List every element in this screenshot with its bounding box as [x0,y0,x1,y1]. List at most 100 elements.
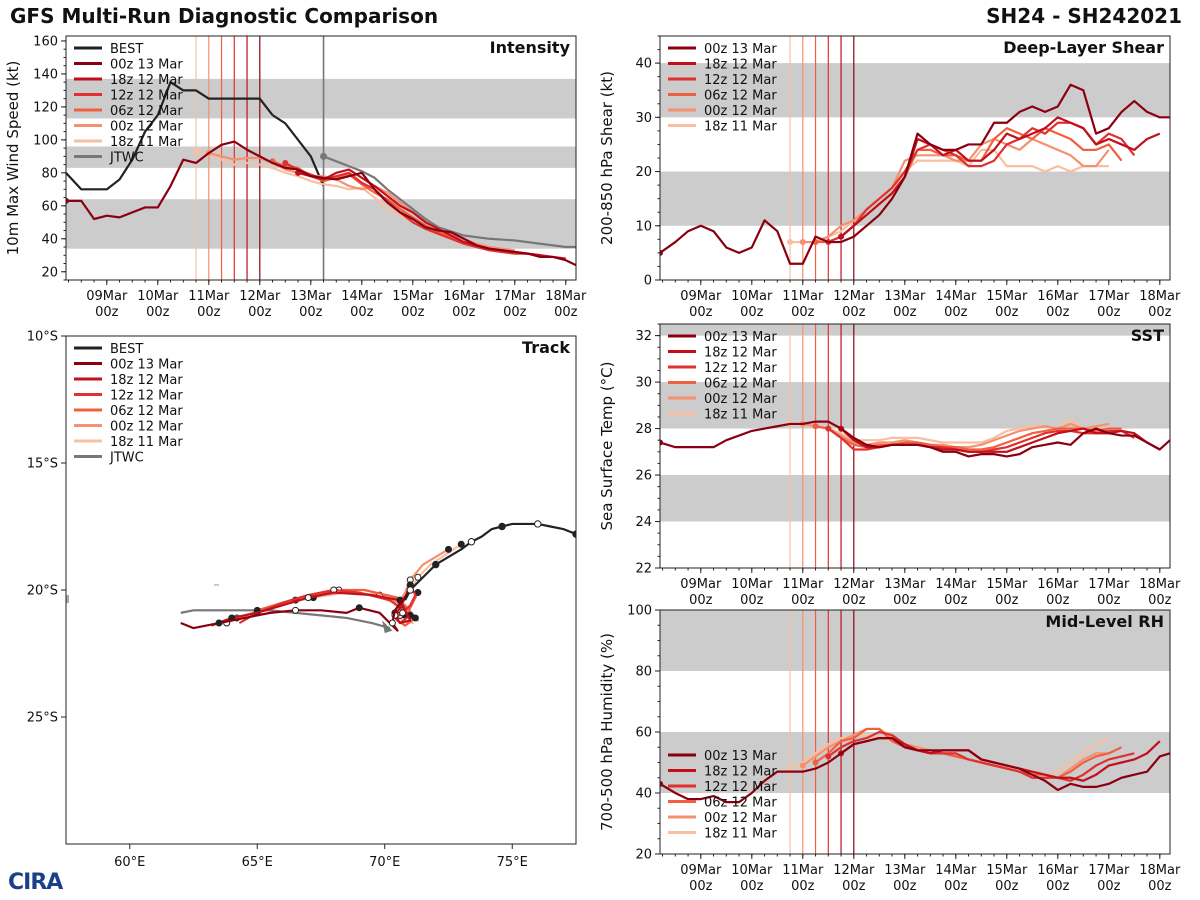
rh-legend-label: 18z 11 Mar [704,827,777,842]
rh-ytick-label: 20 [635,848,652,863]
intensity-ylabel: 10m Max Wind Speed (kt) [4,61,22,256]
track-point [292,606,299,614]
sst-xtick-label: 00z [995,593,1019,608]
intensity-run-start-point [193,148,200,155]
sst-xtick-label: 00z [740,593,764,608]
rh-xtick-label: 17Mar [1088,863,1130,878]
track-ytick-label: 20°S [27,584,58,599]
sst-xtick-label: 14Mar [935,577,977,592]
shear-xtick-label: 00z [1097,305,1121,320]
intensity-band-0 [66,199,576,249]
rh-legend-label: 00z 12 Mar [704,811,777,826]
rh-xtick-label: 15Mar [986,863,1028,878]
shear-xtick-label: 10Mar [731,289,773,304]
intensity-xtick-label: 00z [554,305,578,320]
track-legend-label: 00z 13 Mar [110,358,183,373]
track-point [355,604,363,612]
shear-xtick-label: 13Mar [884,289,926,304]
intensity-xtick-label: 11Mar [188,289,230,304]
island-mark [66,595,69,604]
track-point [414,573,422,581]
shear-xtick-label: 00z [842,305,866,320]
shear-xtick-label: 00z [791,305,815,320]
track-point [304,594,312,602]
sst-ytick-label: 28 [635,422,652,437]
intensity-legend-label: 00z 13 Mar [110,58,183,73]
rh-ytick-label: 60 [635,726,652,741]
shear-series-line [660,83,1170,265]
page-title: GFS Multi-Run Diagnostic Comparison [10,4,439,28]
sst-xtick-label: 11Mar [782,577,824,592]
sst-title: SST [1131,326,1164,345]
intensity-legend-label: 06z 12 Mar [110,104,183,119]
intensity-best-tail-line [271,114,325,187]
shear-xtick-label: 12Mar [833,289,875,304]
sst-xtick-label: 10Mar [731,577,773,592]
shear-legend-label: 00z 13 Mar [704,42,777,57]
sst-xtick-label: 00z [1097,593,1121,608]
rh-xtick-label: 00z [689,879,713,894]
rh-xtick-label: 12Mar [833,863,875,878]
rh-ytick-label: 80 [635,665,652,680]
intensity-xtick-label: 14Mar [341,289,383,304]
rh-xtick-label: 00z [995,879,1019,894]
intensity-xtick-label: 00z [95,305,119,320]
sst-run-start-point [825,425,832,432]
sst-ylabel: Sea Surface Temp (°C) [598,361,616,530]
rh-xtick-label: 10Mar [731,863,773,878]
rh-xtick-label: 09Mar [680,863,722,878]
rh-run-start-point [799,762,806,769]
rh-plot-area [660,610,1170,854]
track-legend-label: 18z 12 Mar [110,373,183,388]
track-best-point [467,538,476,546]
intensity-ytick-label: 20 [41,265,58,280]
sst-legend-label: 00z 12 Mar [704,392,777,407]
intensity-title: Intensity [490,38,571,57]
intensity-legend-label: JTWC [109,151,144,166]
intensity-ytick-label: 120 [33,100,58,115]
intensity-xtick-label: 13Mar [290,289,332,304]
intensity-xtick-label: 15Mar [392,289,434,304]
track-legend-label: 18z 11 Mar [110,435,183,450]
sst-band-1 [660,382,1170,429]
intensity-ytick-label: 140 [33,67,58,82]
sst-ytick-label: 26 [635,469,652,484]
shear-ytick-label: 20 [635,165,652,180]
panel-rh: 20 40 60 80 100 700-500 hPa Humidity (%) 09Mar… [598,604,1181,895]
intensity-run-start-point [282,159,289,166]
shear-legend-label: 06z 12 Mar [704,89,777,104]
track-point [388,619,396,627]
rh-xtick-label: 00z [842,879,866,894]
shear-ytick-label: 10 [635,219,652,234]
intensity-xtick-label: 12Mar [239,289,281,304]
rh-legend-label: 06z 12 Mar [704,796,777,811]
shear-xtick-label: 00z [740,305,764,320]
shear-xtick-label: 00z [1046,305,1070,320]
intensity-legend-label: 12z 12 Mar [110,89,183,104]
rh-xtick-label: 16Mar [1037,863,1079,878]
shear-run-start-point [799,239,806,246]
track-best-point [534,520,542,528]
track-ytick-label: 10°S [27,330,58,345]
shear-run-start-point [787,239,794,246]
rh-xtick-label: 14Mar [935,863,977,878]
track-point [215,619,223,627]
sst-band-0 [660,475,1170,522]
sst-xtick-label: 00z [893,593,917,608]
track-legend-label: BEST [110,342,143,357]
track-legend-label: JTWC [109,451,144,466]
track-legend-label: 12z 12 Mar [110,389,183,404]
rh-xtick-label: 00z [740,879,764,894]
intensity-xtick-label: 16Mar [443,289,485,304]
intensity-legend-label: 18z 12 Mar [110,73,183,88]
intensity-plot-area [66,36,576,280]
intensity-legend-label: BEST [110,42,143,57]
rh-series-line [660,736,1170,804]
sst-ytick-label: 22 [635,562,652,577]
track-legend-label: 06z 12 Mar [110,404,183,419]
sst-xtick-label: 00z [791,593,815,608]
rh-xtick-label: 13Mar [884,863,926,878]
shear-ytick-label: 30 [635,111,652,126]
rh-ytick-label: 40 [635,787,652,802]
